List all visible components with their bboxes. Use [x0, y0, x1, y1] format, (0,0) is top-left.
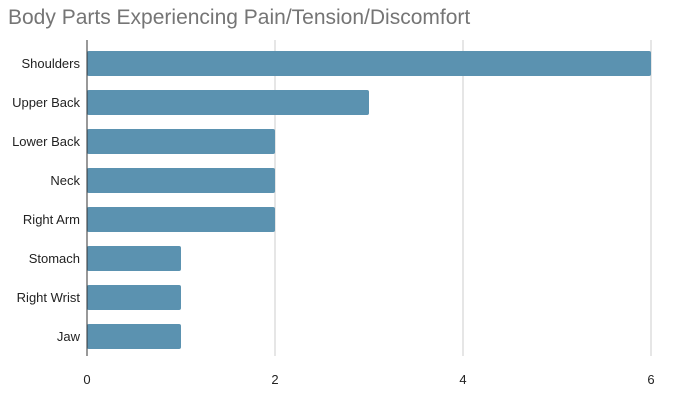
bar — [87, 207, 275, 232]
y-tick-label: Upper Back — [12, 95, 80, 110]
y-tick-label: Stomach — [29, 251, 80, 266]
bar — [87, 246, 181, 271]
x-tick-label: 0 — [83, 372, 90, 387]
bar — [87, 129, 275, 154]
bar — [87, 324, 181, 349]
chart-title: Body Parts Experiencing Pain/Tension/Dis… — [8, 6, 470, 29]
bar — [87, 285, 181, 310]
x-tick-label: 6 — [647, 372, 654, 387]
bar — [87, 90, 369, 115]
y-tick-label: Shoulders — [21, 56, 80, 71]
bar — [87, 51, 651, 76]
y-tick-label: Right Arm — [23, 212, 80, 227]
y-tick-label: Lower Back — [12, 134, 80, 149]
y-tick-label: Neck — [50, 173, 80, 188]
y-tick-label: Jaw — [57, 329, 81, 344]
y-tick-label: Right Wrist — [17, 290, 81, 305]
bar — [87, 168, 275, 193]
x-tick-label: 4 — [459, 372, 466, 387]
x-tick-label: 2 — [271, 372, 278, 387]
